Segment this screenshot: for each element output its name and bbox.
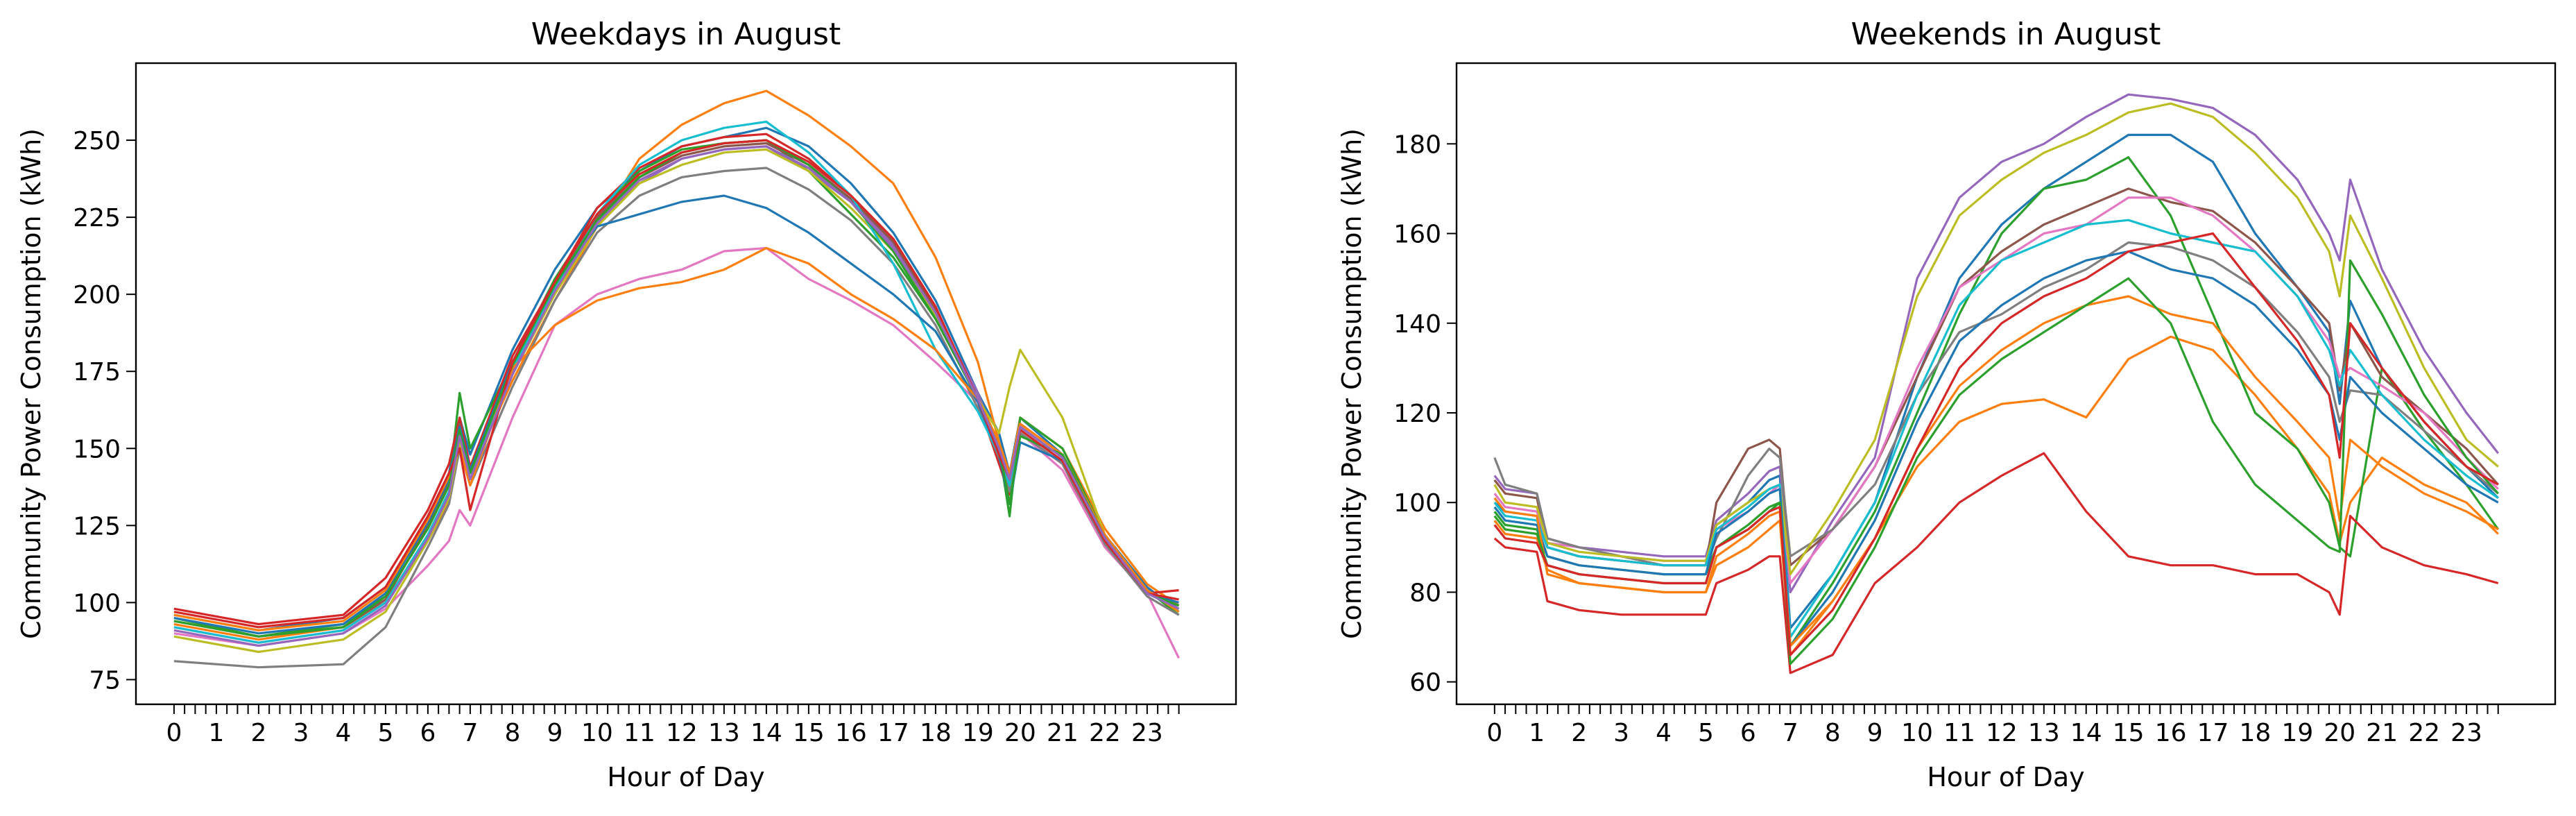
series-line-1 [173,90,1180,641]
x-tick-label: 22 [1089,719,1121,747]
x-tick-label: 4 [1656,719,1672,747]
x-tick-label: 17 [877,719,909,747]
y-tick-label: 180 [1393,130,1441,159]
series-line-13 [1493,232,2499,656]
y-axis-label: Community Power Consumption (kWh) [16,128,46,639]
y-tick-label: 250 [73,127,121,155]
x-axis-label: Hour of Day [1927,762,2084,792]
series-line-14 [173,145,1180,647]
y-tick-label: 120 [1393,400,1441,428]
weekends-chart: Weekends in August Hour of Day Community… [1337,17,2557,792]
x-tick-label: 7 [462,719,478,747]
series-line-4 [1493,93,2500,594]
y-axis-label: Community Power Consumption (kWh) [1337,128,1367,639]
x-tick-label: 6 [1740,719,1756,747]
series-line-4 [173,145,1180,644]
y-tick-label: 160 [1393,221,1441,249]
y-tick-label: 200 [73,281,121,309]
series-line-10 [1493,250,2499,647]
y-tick-label: 140 [1393,310,1441,339]
series-line-9 [173,120,1180,644]
y-tick-label: 175 [73,358,121,386]
x-tick-label: 4 [335,719,351,747]
x-tick-label: 11 [1943,719,1975,747]
x-tick-label: 13 [2028,719,2060,747]
x-tick-label: 1 [208,719,224,747]
x-tick-label: 14 [750,719,782,747]
plot-frame [135,62,1237,706]
x-tick-label: 16 [2155,719,2187,747]
y-tick-label: 225 [73,204,121,232]
series-line-11 [1493,295,2499,647]
x-tick-label: 11 [624,719,655,747]
x-tick-label: 13 [708,719,740,747]
x-tick-label: 23 [2450,719,2482,747]
x-tick-label: 18 [920,719,952,747]
y-tick-label: 100 [73,589,121,618]
x-axis-label: Hour of Day [607,762,764,792]
x-tick-label: 15 [793,719,825,747]
y-tick-label: 60 [1409,669,1441,697]
weekdays-chart: Weekdays in August Hour of Day Community… [16,17,1237,792]
series-line-7 [1493,241,2499,567]
x-tick-label: 14 [2070,719,2102,747]
x-tick-label: 2 [1571,719,1587,747]
x-tick-label: 8 [1825,719,1841,747]
x-tick-label: 15 [2113,719,2145,747]
x-tick-label: 12 [1986,719,2018,747]
x-tick-label: 12 [666,719,698,747]
x-tick-label: 20 [1004,719,1036,747]
series-line-5 [173,142,1180,638]
x-tick-label: 21 [2366,719,2398,747]
x-tick-label: 20 [2324,719,2355,747]
x-tick-label: 9 [547,719,563,747]
x-tick-label: 21 [1047,719,1079,747]
x-tick-label: 10 [1901,719,1933,747]
x-tick-label: 22 [2408,719,2440,747]
x-tick-label: 19 [2281,719,2313,747]
y-tick-label: 80 [1409,579,1441,607]
y-tick-label: 100 [1393,489,1441,518]
chart-title: Weekends in August [1851,17,2161,52]
x-tick-label: 0 [166,719,182,747]
x-tick-label: 0 [1486,719,1502,747]
series-line-12 [173,139,1180,638]
y-tick-label: 150 [73,435,121,464]
plot-frame [1455,62,2557,706]
y-tick-label: 125 [73,512,121,541]
x-tick-label: 19 [962,719,994,747]
series-line-3 [173,133,1179,626]
x-tick-label: 5 [1698,719,1714,747]
x-tick-label: 6 [420,719,436,747]
x-tick-label: 7 [1783,719,1798,747]
series-line-7 [173,167,1180,669]
x-tick-label: 23 [1131,719,1163,747]
x-tick-label: 18 [2240,719,2272,747]
chart-title: Weekdays in August [531,17,841,52]
series-line-13 [173,139,1179,629]
series-line-10 [173,194,1180,635]
series-line-1 [1493,335,2499,656]
x-tick-label: 3 [293,719,309,747]
x-tick-label: 17 [2197,719,2229,747]
series-line-9 [1493,219,2499,638]
x-tick-label: 16 [835,719,867,747]
x-tick-label: 3 [1613,719,1629,747]
series-line-8 [173,148,1180,654]
series-line-3 [1493,452,2499,674]
x-tick-label: 8 [504,719,520,747]
x-tick-label: 5 [377,719,393,747]
y-tick-label: 75 [89,666,121,695]
series-line-2 [173,139,1180,638]
x-tick-label: 1 [1529,719,1545,747]
series-line-6 [173,246,1180,659]
x-tick-label: 9 [1867,719,1883,747]
x-tick-label: 10 [581,719,613,747]
series-line-8 [1493,102,2499,576]
x-tick-label: 2 [250,719,266,747]
